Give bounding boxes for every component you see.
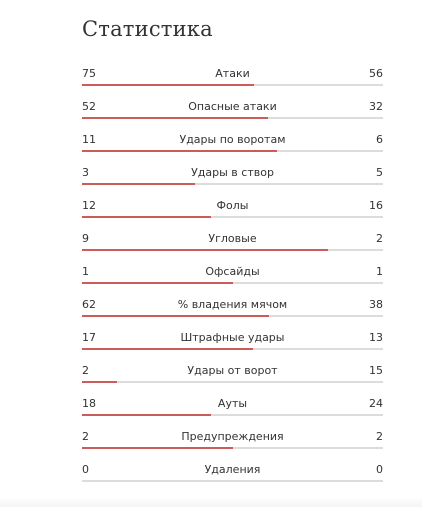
stat-bar-track <box>82 381 383 383</box>
stat-bar-fill <box>82 282 233 284</box>
stat-bar-fill <box>82 216 211 218</box>
stat-bar-fill <box>82 183 195 185</box>
stat-bar-fill <box>82 117 269 119</box>
stat-bar-track <box>82 414 383 416</box>
page-title: Статистика <box>82 17 213 41</box>
stat-bar-track <box>82 150 383 152</box>
stat-bar-fill <box>82 414 211 416</box>
stat-bar-track <box>82 480 383 482</box>
stat-label: Атаки <box>215 67 250 80</box>
stat-home-value: 2 <box>82 430 89 443</box>
stat-bar-track <box>82 183 383 185</box>
stat-away-value: 0 <box>376 463 383 476</box>
stat-bar-track <box>82 282 383 284</box>
stat-row: 62 % владения мячом 38 <box>82 295 383 328</box>
stat-bar-track <box>82 447 383 449</box>
stat-away-value: 38 <box>369 298 383 311</box>
stat-away-value: 56 <box>369 67 383 80</box>
stat-home-value: 1 <box>82 265 89 278</box>
stat-row: 3 Удары в створ 5 <box>82 163 383 196</box>
stat-label: Предупреждения <box>181 430 284 443</box>
bottom-divider <box>0 497 422 507</box>
stat-away-value: 6 <box>376 133 383 146</box>
stat-home-value: 52 <box>82 100 96 113</box>
stat-home-value: 2 <box>82 364 89 377</box>
stat-row: 12 Фолы 16 <box>82 196 383 229</box>
stat-label: Ауты <box>217 397 248 410</box>
stat-row: 18 Ауты 24 <box>82 394 383 427</box>
stat-row: 75 Атаки 56 <box>82 64 383 97</box>
stat-away-value: 32 <box>369 100 383 113</box>
stat-row: 1 Офсайды 1 <box>82 262 383 295</box>
stat-bar-fill <box>82 348 253 350</box>
stat-label: Опасные атаки <box>188 100 277 113</box>
stat-away-value: 2 <box>376 430 383 443</box>
stat-home-value: 18 <box>82 397 96 410</box>
stat-home-value: 17 <box>82 331 96 344</box>
stat-bar-fill <box>82 315 269 317</box>
stat-label: Удары от ворот <box>187 364 278 377</box>
stat-bar-fill <box>82 249 329 251</box>
stat-label: Офсайды <box>205 265 260 278</box>
stat-home-value: 11 <box>82 133 96 146</box>
stat-label: Удаления <box>204 463 261 476</box>
stat-label: % владения мячом <box>177 298 288 311</box>
stat-row: 2 Удары от ворот 15 <box>82 361 383 394</box>
stat-bar-track <box>82 84 383 86</box>
stat-home-value: 0 <box>82 463 89 476</box>
stat-row: 17 Штрафные удары 13 <box>82 328 383 361</box>
stat-label: Фолы <box>216 199 249 212</box>
stat-bar-track <box>82 348 383 350</box>
stat-row: 52 Опасные атаки 32 <box>82 97 383 130</box>
stat-bar-track <box>82 249 383 251</box>
stat-label: Штрафные удары <box>180 331 285 344</box>
stat-bar-fill <box>82 381 118 383</box>
stats-list: 75 Атаки 56 52 Опасные атаки 32 11 Удары по вор… <box>82 64 383 493</box>
stat-bar-track <box>82 117 383 119</box>
stat-away-value: 15 <box>369 364 383 377</box>
stat-away-value: 24 <box>369 397 383 410</box>
stat-home-value: 75 <box>82 67 96 80</box>
stat-bar-fill <box>82 84 255 86</box>
stat-away-value: 13 <box>369 331 383 344</box>
stat-home-value: 62 <box>82 298 96 311</box>
stat-home-value: 3 <box>82 166 89 179</box>
stat-home-value: 9 <box>82 232 89 245</box>
stat-row: 11 Удары по воротам 6 <box>82 130 383 163</box>
stat-row: 0 Удаления 0 <box>82 460 383 493</box>
stat-bar-track <box>82 315 383 317</box>
stat-away-value: 2 <box>376 232 383 245</box>
stat-home-value: 12 <box>82 199 96 212</box>
stat-row: 9 Угловые 2 <box>82 229 383 262</box>
stat-bar-track <box>82 216 383 218</box>
stat-away-value: 5 <box>376 166 383 179</box>
stat-bar-fill <box>82 447 233 449</box>
stat-away-value: 16 <box>369 199 383 212</box>
stat-label: Угловые <box>208 232 257 245</box>
stat-away-value: 1 <box>376 265 383 278</box>
stat-row: 2 Предупреждения 2 <box>82 427 383 460</box>
stat-label: Удары в створ <box>191 166 274 179</box>
stat-label: Удары по воротам <box>179 133 286 146</box>
stat-bar-fill <box>82 150 277 152</box>
